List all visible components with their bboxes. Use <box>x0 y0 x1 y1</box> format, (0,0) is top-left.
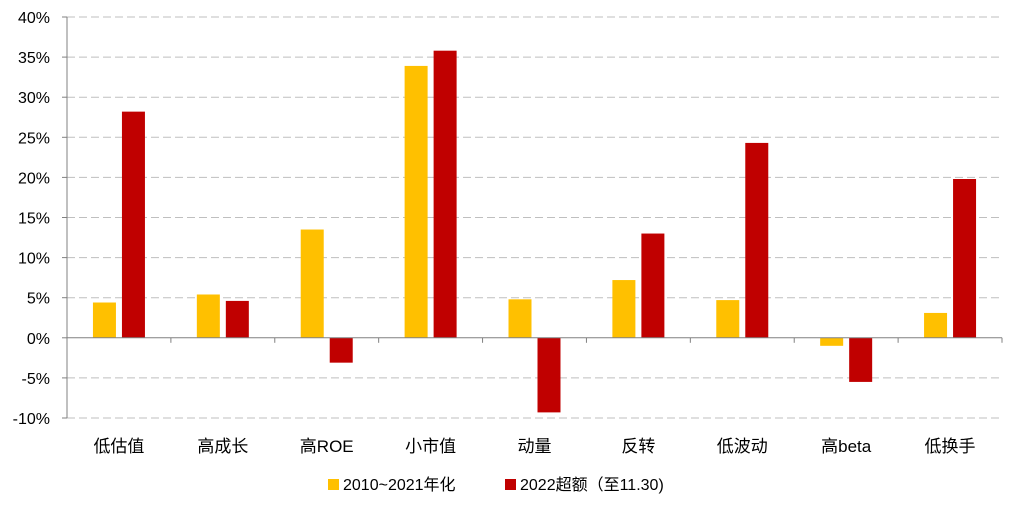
bar <box>820 337 844 346</box>
bar <box>404 65 428 338</box>
category-label: 高beta <box>821 437 872 456</box>
y-tick-label: -5% <box>22 371 50 388</box>
category-label: 低换手 <box>925 437 976 456</box>
bars <box>92 50 977 413</box>
bar <box>300 229 324 338</box>
y-tick-label: 10% <box>18 251 50 268</box>
category-label: 小市值 <box>405 437 456 456</box>
legend-swatch <box>505 479 516 490</box>
category-label: 动量 <box>518 437 552 456</box>
bar <box>196 294 220 338</box>
y-axis-tick-labels: 40% 35% 30% 25% 20% 15% 10% 5% 0% -5% -10% <box>13 10 50 428</box>
legend-label: 2022超额（至11.30) <box>520 476 664 494</box>
y-tick-label: 0% <box>27 331 50 348</box>
axes <box>62 16 1003 419</box>
bar <box>329 337 353 363</box>
y-tick-label: 30% <box>18 90 50 107</box>
category-label: 反转 <box>621 437 655 456</box>
legend-label: 2010~2021年化 <box>343 476 456 494</box>
bar <box>716 300 740 338</box>
y-tick-label: -10% <box>13 411 50 428</box>
bar <box>745 142 769 338</box>
bar <box>121 111 145 338</box>
bar <box>225 300 249 338</box>
y-tick-label: 25% <box>18 130 50 147</box>
x-axis-category-labels: 低估值 高成长 高ROE 小市值 动量 反转 低波动 高beta 低换手 <box>93 437 975 456</box>
bar <box>924 312 948 338</box>
bar <box>92 302 116 338</box>
legend-swatch <box>328 479 339 490</box>
bar <box>849 337 873 382</box>
y-tick-label: 5% <box>27 291 50 308</box>
category-label: 低估值 <box>93 437 144 456</box>
legend: 2010~2021年化 2022超额（至11.30) <box>328 476 664 494</box>
y-tick-label: 40% <box>18 10 50 27</box>
bar <box>612 280 636 338</box>
bar <box>953 179 977 338</box>
bar <box>641 233 665 338</box>
bar <box>537 337 561 413</box>
bar <box>433 50 457 338</box>
y-tick-label: 35% <box>18 50 50 67</box>
category-label: 高ROE <box>300 437 354 456</box>
bar <box>508 299 532 338</box>
y-tick-label: 20% <box>18 170 50 187</box>
category-label: 高成长 <box>197 437 248 456</box>
category-label: 低波动 <box>717 437 768 456</box>
y-tick-label: 15% <box>18 211 50 228</box>
